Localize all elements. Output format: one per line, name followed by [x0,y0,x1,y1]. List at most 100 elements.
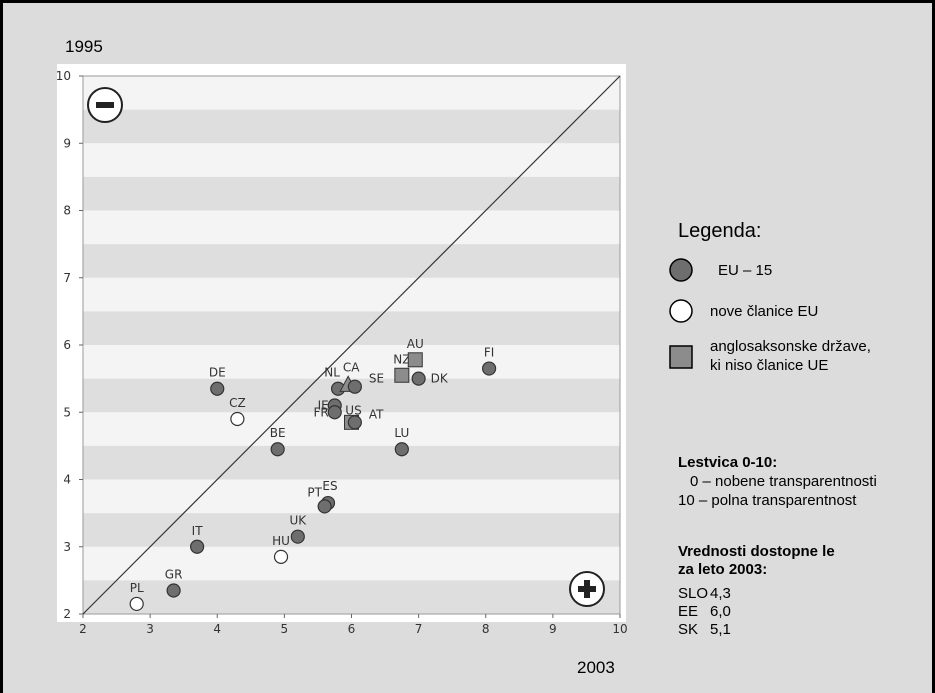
y-tick-label: 5 [63,405,71,419]
y-tick-label: 10 [56,69,71,83]
x-tick-label: 7 [415,622,423,636]
data-label-us: US [345,403,361,417]
data-label-uk: UK [289,514,307,528]
legend-title: Legenda: [678,220,762,242]
x-tick-label: 8 [482,622,490,636]
legend-eu15-circle [669,258,693,282]
x-tick-label: 9 [549,622,557,636]
x-tick-label: 4 [213,622,221,636]
only2003-row-sk: SK 5,1 [678,621,731,638]
plus-circle-icon-vbar [584,580,590,598]
data-label-fr: FR [313,405,328,419]
data-label-ie: IE [318,399,329,413]
y-tick-label: 4 [63,473,71,487]
data-point-uk [290,529,305,544]
only2003-code: SLO [678,585,709,602]
diagonal-line [82,75,621,615]
data-label-dk: DK [431,372,449,386]
data-point-fr [327,405,342,420]
scale-line2: 10 – polna transparentnost [678,492,857,509]
x-tick-label: 6 [348,622,356,636]
y-tick-label: 6 [63,338,71,352]
data-point-nz [394,367,410,383]
only2003-title-line2: za leto 2003: [678,561,768,578]
plot-band [83,580,620,614]
legend-label-anglo-line1: anglosaksonske države, [710,338,871,355]
data-label-nz: NZ [393,352,410,366]
data-point-at [347,415,362,430]
data-point-se [347,379,362,394]
x-tick-label: 3 [146,622,154,636]
only2003-value: 5,1 [710,621,731,638]
legend-anglo-square [669,345,693,369]
only2003-value: 6,0 [710,603,731,620]
plot-band [83,445,620,480]
x-tick-label: 5 [281,622,289,636]
plot-band [83,546,620,581]
plot-band [83,76,620,110]
data-point-de [210,381,225,396]
data-label-cz: CZ [229,396,246,410]
data-label-ca: CA [343,360,360,374]
plot-band [83,244,620,278]
data-label-fi: FI [484,346,494,360]
y-tick-label: 3 [63,540,71,554]
data-label-es: ES [322,479,337,493]
legend-swatch-eu15 [669,258,693,282]
data-label-pl: PL [130,581,144,595]
legend-new-circle [669,299,693,323]
data-point-cz [230,411,245,427]
y-tick-label: 2 [63,607,71,621]
plot-band [83,109,620,144]
data-point-gr [166,583,181,598]
data-point-lu [394,442,409,457]
legend-label-eu15: EU – 15 [718,262,773,279]
x-tick-label: 2 [79,622,87,636]
plot-band [83,277,620,312]
data-label-de: DE [209,366,226,380]
only2003-title-line1: Vrednosti dostopne le [678,543,835,560]
scale-title: Lestvica 0-10: [678,454,778,471]
plot-band [83,311,620,345]
legend-swatch-anglo [669,345,693,369]
data-point-pl [129,596,144,612]
data-point-be [270,442,285,457]
data-point-dk [411,371,426,386]
data-label-at: AT [369,407,384,421]
legend-swatch-new [669,299,693,323]
y-tick-label: 9 [63,136,71,150]
data-label-it: IT [192,524,204,538]
plot-band [83,479,620,514]
data-label-se: SE [369,372,384,386]
only2003-value: 4,3 [710,585,731,602]
y-tick-label: 7 [63,271,71,285]
only2003-row-ee: EE 6,0 [678,603,731,620]
y-tick-label: 8 [63,204,71,218]
data-point-pt [317,499,332,514]
data-label-nl: NL [324,366,340,380]
data-point-fi [482,361,497,376]
data-label-pt: PT [307,485,322,499]
x-tick-label: 10 [612,622,627,636]
y-year-label: 1995 [65,37,103,56]
data-label-gr: GR [165,567,183,581]
data-point-hu [273,549,289,564]
plot-band [83,143,620,177]
legend-label-new: nove članice EU [710,303,819,320]
data-label-be: BE [270,426,286,440]
minus-circle-icon-bar [96,102,114,108]
legend-label-anglo-line2: ki niso članice UE [710,357,829,374]
legend-label-anglo: anglosaksonske države, ki niso članice U… [710,337,871,375]
data-point-it [190,539,205,554]
plot-band [83,513,620,547]
plot-band [83,210,620,245]
data-label-au: AU [407,337,424,351]
data-point-au [407,352,423,368]
data-label-hu: HU [272,534,290,548]
only2003-code: SK [678,621,699,638]
scale-line1: 0 – nobene transparentnosti [690,473,877,490]
only2003-code: EE [678,603,699,620]
only2003-row-slo: SLO 4,3 [678,585,731,602]
